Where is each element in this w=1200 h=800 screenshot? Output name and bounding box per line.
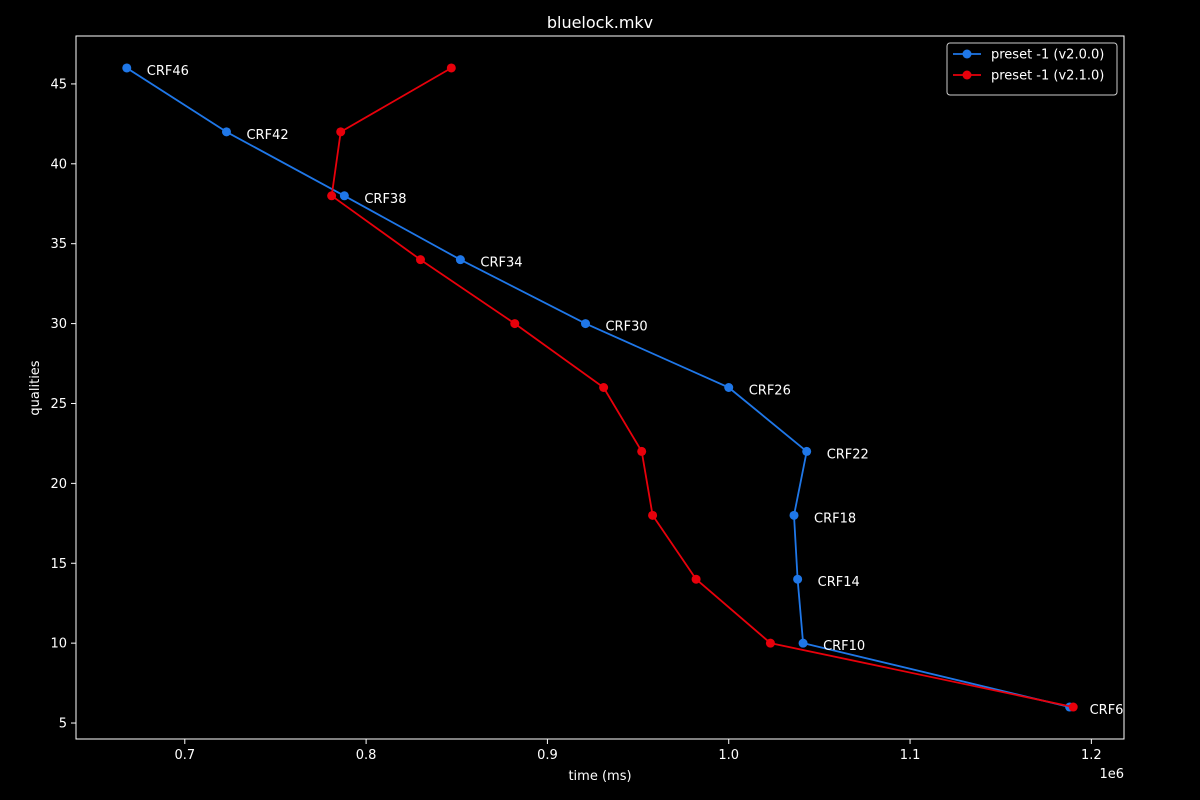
- crf-annotation: CRF22: [827, 447, 869, 462]
- series-2-point: [637, 446, 647, 456]
- crf-annotation: CRF18: [814, 511, 856, 526]
- y-tick-label: 30: [50, 317, 67, 332]
- series-1-point: [455, 255, 465, 265]
- y-tick-label: 5: [59, 717, 67, 732]
- plot-area: CRF46 CRF42 CRF38 CRF34 CRF30 CRF26 CRF22 CRF18…: [122, 63, 1123, 718]
- x-tick-label: 0.9: [537, 748, 558, 763]
- legend-box: [946, 42, 1118, 96]
- series-1-point: [724, 383, 734, 392]
- series-1-point: [580, 319, 590, 329]
- series-2-point: [765, 638, 775, 648]
- y-tick-label: 20: [50, 477, 67, 492]
- series-1-point: [789, 510, 799, 520]
- x-axis: 0.7 0.8 0.9 1.0 1.1 1.2: [174, 739, 1102, 763]
- x-tick-label: 1.0: [718, 748, 739, 763]
- crf-annotation: CRF6: [1090, 703, 1124, 718]
- crf-annotation: CRF10: [823, 639, 865, 654]
- legend-label-2: preset -1 (v2.1.0): [991, 69, 1104, 84]
- y-axis: 5 10 15 20 25 30 35 40 45: [50, 77, 76, 732]
- crf-annotation: CRF38: [364, 192, 406, 207]
- series-2-point: [510, 319, 520, 329]
- series-2-point: [327, 191, 337, 201]
- crf-annotation: CRF46: [147, 64, 189, 79]
- y-tick-label: 40: [50, 157, 67, 172]
- crf-annotation: CRF42: [246, 128, 288, 143]
- x-tick-label: 0.7: [174, 748, 195, 763]
- legend-label-1: preset -1 (v2.0.0): [991, 48, 1104, 63]
- series-2-point: [599, 383, 609, 392]
- series-1-point: [221, 127, 231, 137]
- series-1-point: [798, 638, 808, 648]
- crf-annotation: CRF26: [749, 384, 791, 399]
- y-tick-label: 10: [50, 637, 67, 652]
- crf-annotation: CRF34: [480, 256, 522, 271]
- plot-frame: [75, 35, 1125, 740]
- legend: preset -1 (v2.0.0) preset -1 (v2.1.0): [946, 42, 1118, 96]
- crf-annotation: CRF30: [605, 320, 647, 335]
- y-tick-label: 35: [50, 237, 67, 252]
- y-tick-label: 15: [50, 557, 67, 572]
- y-tick-label: 25: [50, 397, 67, 412]
- x-axis-offset-label: 1e6: [1099, 767, 1124, 782]
- chart-title: bluelock.mkv: [547, 13, 653, 32]
- crf-annotation: CRF14: [818, 575, 860, 590]
- legend-marker-2: [962, 70, 972, 80]
- x-tick-label: 0.8: [356, 748, 377, 763]
- series-1-point: [793, 574, 803, 584]
- x-axis-label: time (ms): [568, 769, 631, 784]
- series-2-point: [336, 127, 346, 137]
- series-2-point: [648, 510, 658, 520]
- y-axis-label: qualities: [28, 360, 43, 415]
- series-1-point: [339, 191, 349, 201]
- legend-marker-1: [962, 49, 972, 59]
- series-2-point: [446, 63, 456, 73]
- series-1-point: [802, 446, 812, 456]
- series-2-point: [691, 574, 701, 584]
- series-2-point: [1068, 702, 1078, 712]
- x-tick-label: 1.1: [900, 748, 921, 763]
- series-2-point: [415, 255, 425, 265]
- x-tick-label: 1.2: [1081, 748, 1102, 763]
- y-tick-label: 45: [50, 77, 67, 92]
- series-1-point: [122, 63, 132, 73]
